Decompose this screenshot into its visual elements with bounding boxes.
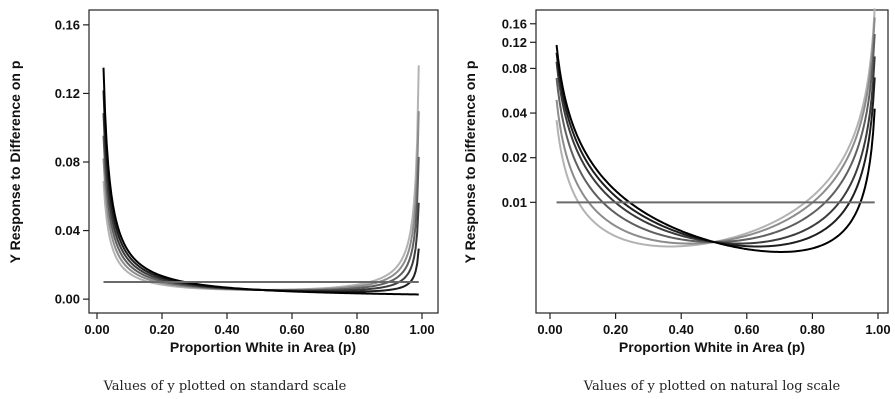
right-y-tick-label: 0.04	[502, 106, 528, 121]
left-panel: 0.00 0.20 0.40 0.60 0.80 1.00 0.00 0.04 0.08 0.1…	[7, 9, 439, 394]
left-x-ticks: 0.00 0.20 0.40 0.60 0.80 1.00	[84, 313, 435, 337]
right-series-line-2	[555, 17, 876, 245]
right-series-line-1	[555, 8, 876, 248]
right-y-axis-label: Y Response to Difference on p	[462, 61, 478, 264]
right-plot-frame	[535, 9, 889, 314]
left-x-tick-label: 0.80	[344, 322, 369, 337]
right-y-tick-label: 0.08	[502, 61, 527, 76]
left-y-tick-label: 0.00	[55, 292, 80, 307]
right-panel: 0.00 0.20 0.40 0.60 0.80 1.00 0.010.020.040.0…	[462, 8, 891, 394]
right-x-axis-label: Proportion White in Area (p)	[619, 339, 805, 355]
left-series-line-6	[102, 67, 419, 296]
left-series-line-2	[102, 111, 420, 291]
left-series-line-4	[102, 113, 420, 292]
left-y-ticks: 0.00 0.04 0.08 0.12 0.16	[55, 17, 89, 307]
left-x-tick-label: 1.00	[409, 322, 434, 337]
right-series-line-6	[555, 44, 876, 253]
left-y-axis-label: Y Response to Difference on p	[7, 61, 23, 264]
left-series-group	[102, 65, 420, 296]
right-y-tick-label: 0.16	[502, 16, 527, 31]
left-y-tick-label: 0.12	[55, 86, 80, 101]
right-series-group	[555, 8, 876, 253]
right-x-tick-label: 0.00	[537, 322, 562, 337]
right-y-ticks: 0.01 0.02 0.04 0.08 0.12 0.16	[502, 16, 536, 210]
left-x-tick-label: 0.60	[279, 322, 304, 337]
left-series-line-1	[102, 65, 420, 291]
left-x-tick-label: 0.00	[84, 322, 109, 337]
right-x-tick-label: 0.80	[800, 322, 825, 337]
right-y-tick-label: 0.01	[502, 195, 527, 210]
left-y-tick-label: 0.16	[55, 17, 80, 32]
right-caption: Values of y plotted on natural log scale	[583, 379, 841, 394]
left-y-tick-label: 0.04	[55, 223, 81, 238]
right-series-line-4	[555, 56, 876, 245]
left-caption: Values of y plotted on standard scale	[103, 379, 347, 394]
right-x-tick-label: 0.60	[734, 322, 759, 337]
right-series-line-3	[555, 34, 876, 244]
left-x-tick-label: 0.20	[149, 322, 174, 337]
left-series-line-3	[102, 135, 420, 292]
left-x-tick-label: 0.40	[214, 322, 239, 337]
right-x-tick-label: 1.00	[865, 322, 890, 337]
right-x-tick-label: 0.40	[669, 322, 694, 337]
right-x-tick-label: 0.20	[603, 322, 628, 337]
left-series-line-5	[102, 90, 420, 293]
left-x-axis-label: Proportion White in Area (p)	[170, 339, 356, 355]
right-y-tick-label: 0.12	[502, 35, 527, 50]
left-y-tick-label: 0.08	[55, 155, 80, 170]
right-x-ticks: 0.00 0.20 0.40 0.60 0.80 1.00	[537, 313, 891, 337]
right-y-tick-label: 0.02	[502, 150, 527, 165]
